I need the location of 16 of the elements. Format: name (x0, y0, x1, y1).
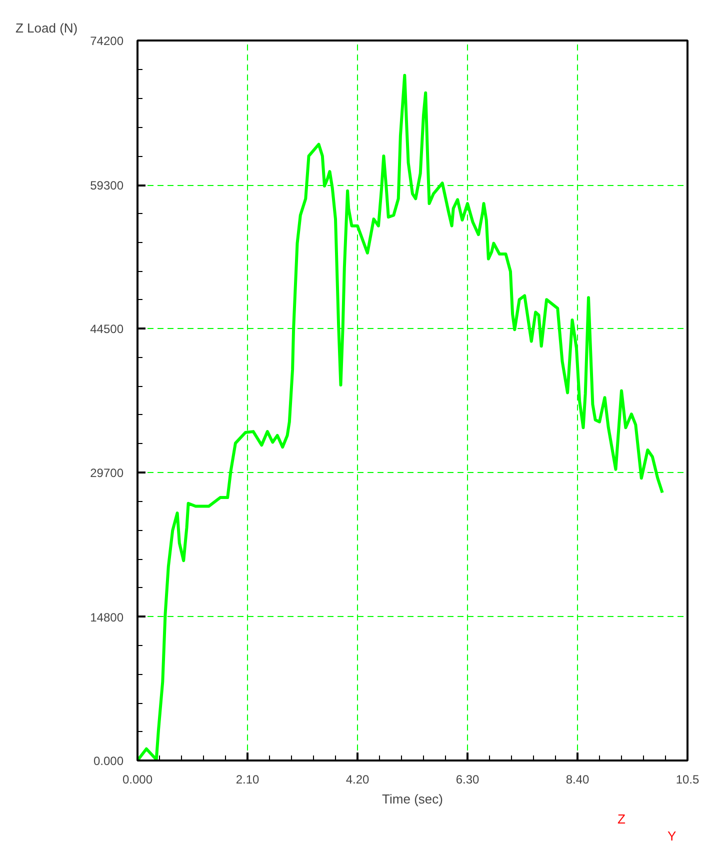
text: Y (668, 828, 676, 843)
x-tick-label: 0.000 (122, 772, 153, 786)
x-tick-label: 8.40 (566, 772, 590, 786)
y-tick-label: 0.000 (93, 754, 124, 768)
x-tick-label: 6.30 (456, 772, 480, 786)
x-tick-label: 4.20 (346, 772, 370, 786)
y-tick-label: 59300 (90, 178, 124, 193)
x-tick-label: 10.5 (676, 772, 700, 786)
y-tick-label: 29700 (90, 466, 124, 480)
y-tick-label: 14800 (90, 610, 124, 624)
y-tick-label: 74200 (90, 34, 124, 48)
text: Z (618, 812, 626, 826)
y-tick-label: 44500 (90, 322, 124, 336)
y-axis-title: Z Load (N) (16, 20, 78, 36)
x-axis-title: Time (sec) (382, 792, 443, 806)
x-tick-label: 2.10 (236, 772, 260, 786)
